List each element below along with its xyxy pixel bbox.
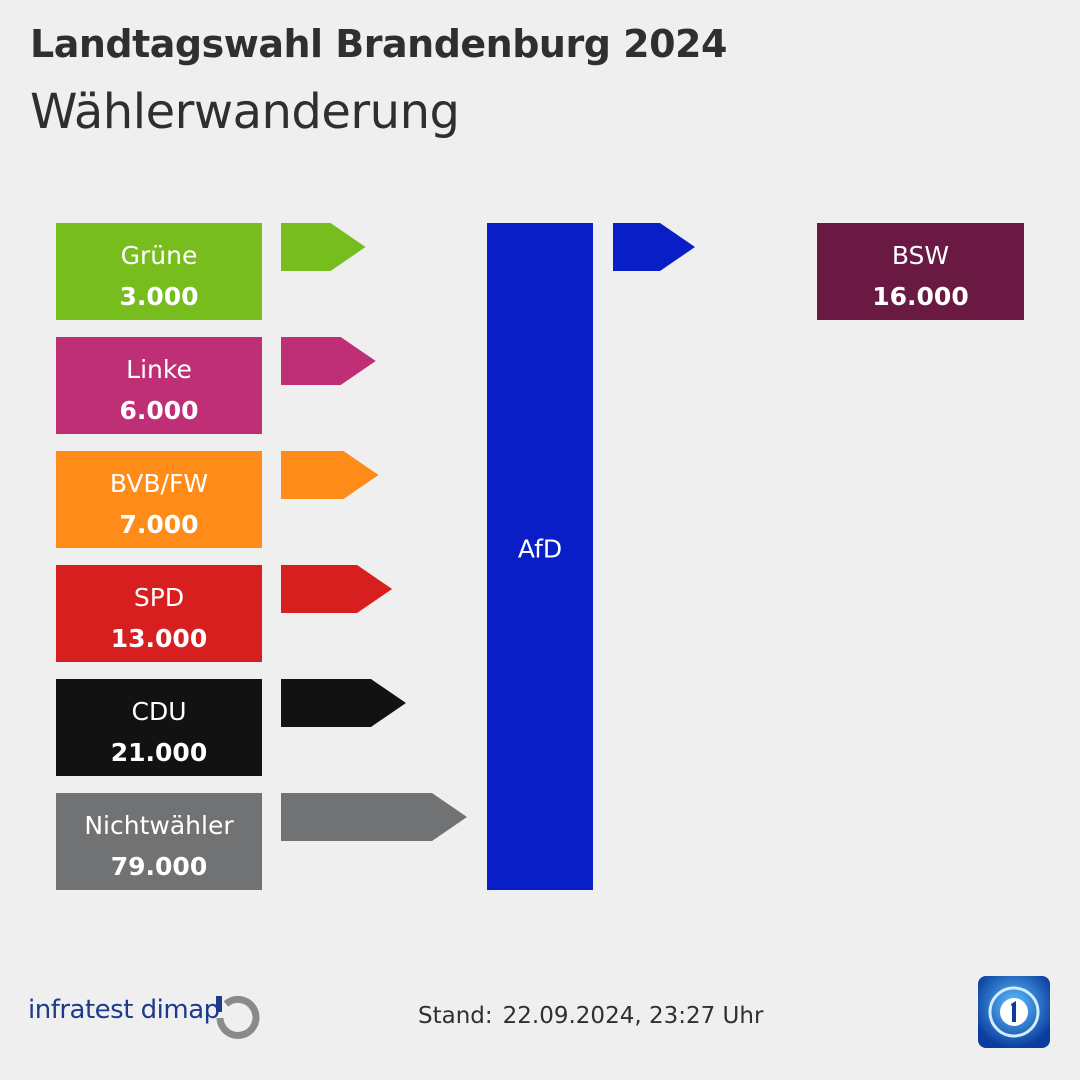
stand-date: 22.09.2024, 23:27 Uhr <box>502 1003 764 1029</box>
inflow-arrow-5 <box>281 793 467 841</box>
chart-title: Landtagswahl Brandenburg 2024 <box>30 22 727 66</box>
destination-label-0: BSW <box>892 241 949 270</box>
source-box-4 <box>56 679 262 776</box>
source-value-1: 6.000 <box>119 396 198 425</box>
source-label-0: Grüne <box>121 241 198 270</box>
source-box-5 <box>56 793 262 890</box>
infratest-dimap-logo-icon <box>216 995 260 1039</box>
source-label-5: Nichtwähler <box>84 811 234 840</box>
source-box-2 <box>56 451 262 548</box>
chart-subtitle: Wählerwanderung <box>30 84 460 140</box>
infratest-dimap-brand: infratest dimap <box>28 995 220 1025</box>
inflow-arrow-2 <box>281 451 379 499</box>
target-bar <box>487 223 593 890</box>
timestamp: Stand: 22.09.2024, 23:27 Uhr <box>418 1003 763 1029</box>
source-label-1: Linke <box>126 355 192 384</box>
source-value-5: 79.000 <box>111 852 207 881</box>
source-value-0: 3.000 <box>119 282 198 311</box>
source-label-2: BVB/FW <box>110 469 208 498</box>
voter-flow-chart: Grüne 3.000 Linke 6.000 BVB/FW 7.000 SPD 13.000… <box>56 223 1024 890</box>
target-label: AfD <box>518 535 562 564</box>
stand-label: Stand: <box>418 1003 493 1029</box>
inflow-arrow-1 <box>281 337 376 385</box>
source-label-4: CDU <box>131 697 186 726</box>
inflow-arrow-4 <box>281 679 406 727</box>
destination-value-0: 16.000 <box>872 282 968 311</box>
source-value-3: 13.000 <box>111 624 207 653</box>
source-box-0 <box>56 223 262 320</box>
source-box-1 <box>56 337 262 434</box>
inflow-arrow-0 <box>281 223 366 271</box>
outflow-arrow-0 <box>613 223 695 271</box>
tv-channel-logo-icon <box>978 976 1050 1048</box>
inflow-arrow-3 <box>281 565 393 613</box>
destination-box-0 <box>817 223 1024 320</box>
source-value-4: 21.000 <box>111 738 207 767</box>
source-value-2: 7.000 <box>119 510 198 539</box>
source-box-3 <box>56 565 262 662</box>
source-label-3: SPD <box>134 583 184 612</box>
